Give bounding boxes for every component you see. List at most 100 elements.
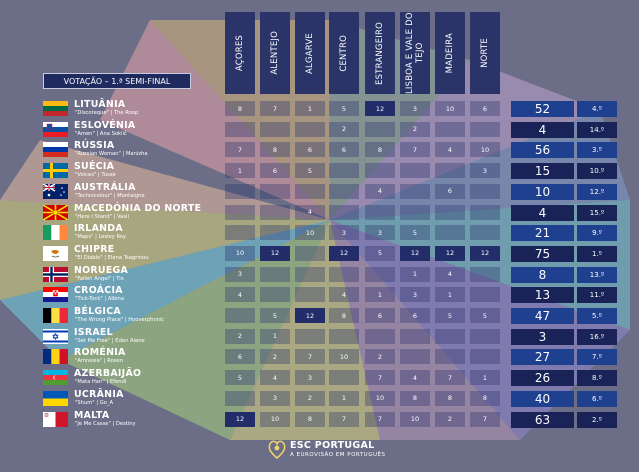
score-cell: 5 bbox=[329, 101, 359, 116]
rank-position: 3.º bbox=[577, 142, 617, 159]
region-label: MADEIRA bbox=[445, 32, 455, 74]
country-flag bbox=[43, 411, 68, 427]
flag-romania-icon bbox=[43, 349, 68, 365]
song-artist: "Mata Hari" | Efendi bbox=[75, 379, 127, 386]
country-flag bbox=[43, 142, 68, 158]
rank-position: 6.º bbox=[577, 390, 617, 407]
total-points: 47 bbox=[511, 308, 574, 324]
country-name: MACEDÓNIA DO NORTE bbox=[74, 202, 202, 214]
score-cell bbox=[225, 390, 255, 406]
rank-position: 13.º bbox=[577, 266, 617, 283]
region-label: NORTE bbox=[480, 38, 490, 68]
score-cell: 2 bbox=[225, 328, 255, 344]
score-cell: 7 bbox=[470, 411, 500, 427]
score-cell: 5 bbox=[470, 308, 500, 323]
score-cell bbox=[329, 328, 359, 344]
score-cell: 8 bbox=[435, 390, 465, 406]
score-cell: 12 bbox=[365, 101, 395, 116]
country-name: RÚSSIA bbox=[74, 140, 115, 152]
score-cell: 1 bbox=[365, 287, 395, 303]
score-cell: 2 bbox=[295, 390, 325, 406]
region-label: ESTRANGEIRO bbox=[375, 21, 385, 85]
score-cell bbox=[470, 349, 500, 365]
score-cell: 8 bbox=[295, 411, 325, 427]
total-points: 4 bbox=[511, 204, 574, 221]
region-header-2: ALENTEJO bbox=[260, 12, 290, 94]
total-points: 4 bbox=[511, 121, 574, 138]
score-cell bbox=[225, 308, 255, 323]
total-points: 27 bbox=[511, 349, 574, 366]
score-cell bbox=[435, 121, 465, 137]
country-name: AZERBAIJÃO bbox=[74, 368, 142, 380]
score-cell bbox=[470, 287, 500, 303]
score-cell bbox=[470, 204, 500, 220]
rank-position: 5.º bbox=[577, 308, 617, 324]
score-cell bbox=[400, 183, 430, 199]
total-points: 15 bbox=[511, 163, 574, 180]
total-points: 63 bbox=[511, 411, 574, 428]
score-cell: 5 bbox=[225, 370, 255, 386]
flag-australia-icon bbox=[43, 183, 68, 199]
score-cell: 8 bbox=[400, 390, 430, 406]
country-flag bbox=[43, 370, 68, 386]
rank-position: 7.º bbox=[577, 349, 617, 366]
country-name: LITUÂNIA bbox=[74, 99, 126, 110]
country-name: NORUEGA bbox=[74, 264, 129, 276]
region-header-5: ESTRANGEIRO bbox=[365, 12, 395, 94]
song-artist: "The Wrong Place" | Hooverphonic bbox=[75, 317, 165, 323]
score-cell: 2 bbox=[400, 121, 430, 137]
country-flag bbox=[43, 101, 68, 116]
score-cell: 12 bbox=[260, 245, 290, 261]
country-flag bbox=[43, 308, 68, 323]
score-cell bbox=[435, 204, 465, 220]
score-cell: 4 bbox=[225, 287, 255, 303]
score-cell: 3 bbox=[365, 225, 395, 241]
score-cell: 4 bbox=[365, 183, 395, 199]
song-artist: "Discoteque" | The Roop bbox=[75, 110, 139, 116]
score-cell: 6 bbox=[400, 308, 430, 323]
country-flag bbox=[43, 121, 68, 137]
flag-israel-icon bbox=[43, 328, 68, 344]
score-cell: 1 bbox=[435, 287, 465, 303]
song-artist: "Here I Stand" | Vasil bbox=[75, 213, 129, 220]
score-cell: 4 bbox=[260, 370, 290, 386]
total-points: 3 bbox=[511, 328, 574, 345]
score-cell: 6 bbox=[470, 101, 500, 116]
region-header-6: LISBOA E VALE DO TEJO bbox=[400, 12, 430, 94]
score-cell: 1 bbox=[400, 266, 430, 282]
total-points: 8 bbox=[511, 266, 574, 283]
flag-macedonia-icon bbox=[43, 204, 68, 220]
rank-position: 15.º bbox=[577, 204, 617, 221]
score-cell: 4 bbox=[435, 142, 465, 158]
flag-malta-icon bbox=[43, 411, 68, 427]
score-cell: 6 bbox=[329, 142, 359, 158]
score-cell: 10 bbox=[400, 411, 430, 427]
score-cell: 1 bbox=[470, 370, 500, 386]
score-cell bbox=[260, 204, 290, 220]
score-cell bbox=[329, 370, 359, 386]
country-flag bbox=[43, 266, 68, 282]
score-cell: 4 bbox=[295, 204, 325, 220]
score-cell bbox=[435, 349, 465, 365]
score-cell: 1 bbox=[225, 163, 255, 179]
country-flag bbox=[43, 390, 68, 406]
song-artist: "El Diablo" | Elena Tsagrinou bbox=[75, 254, 149, 261]
score-cell bbox=[225, 225, 255, 241]
score-cell: 5 bbox=[295, 163, 325, 179]
score-cell: 7 bbox=[365, 370, 395, 386]
score-cell bbox=[365, 163, 395, 179]
song-artist: "Voices" | Tusse bbox=[75, 172, 116, 179]
score-cell: 7 bbox=[365, 411, 395, 427]
song-artist: "Shum" | Go_A bbox=[75, 399, 114, 406]
flag-russia-icon bbox=[43, 142, 68, 158]
score-cell: 4 bbox=[435, 266, 465, 282]
country-name: ISRAEL bbox=[74, 326, 113, 338]
score-cell: 12 bbox=[295, 308, 325, 323]
score-cell bbox=[329, 266, 359, 282]
score-cell: 8 bbox=[225, 101, 255, 116]
score-cell: 2 bbox=[365, 349, 395, 365]
score-cell bbox=[400, 349, 430, 365]
region-label: CENTRO bbox=[339, 34, 349, 72]
score-cell: 12 bbox=[470, 245, 500, 261]
score-cell: 5 bbox=[260, 308, 290, 323]
